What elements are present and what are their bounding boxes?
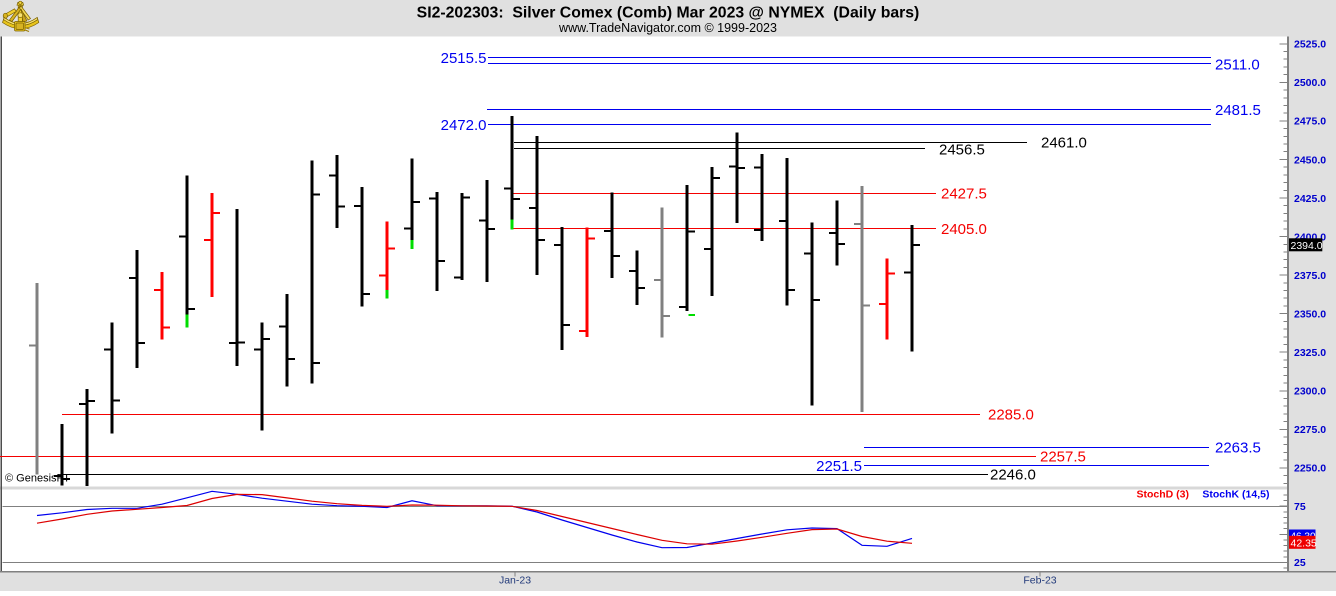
svg-text:© GenesisFT: © GenesisFT [5, 473, 70, 485]
svg-text:2500.0: 2500.0 [1294, 77, 1326, 89]
svg-text:2475.0: 2475.0 [1294, 116, 1326, 128]
svg-text:2275.0: 2275.0 [1294, 424, 1326, 436]
svg-text:2263.5: 2263.5 [1215, 440, 1261, 457]
svg-text:Jan-23: Jan-23 [499, 575, 531, 587]
svg-text:www.TradeNavigator.com © 1999-: www.TradeNavigator.com © 1999-2023 [558, 21, 777, 35]
svg-text:2511.0: 2511.0 [1215, 56, 1260, 73]
svg-text:2300.0: 2300.0 [1294, 386, 1326, 398]
svg-text:2461.0: 2461.0 [1041, 135, 1087, 152]
svg-text:2394.0: 2394.0 [1291, 240, 1323, 252]
svg-text:2350.0: 2350.0 [1294, 308, 1326, 320]
svg-text:2325.0: 2325.0 [1294, 347, 1326, 359]
svg-text:Feb-23: Feb-23 [1023, 575, 1056, 587]
svg-text:2525.0: 2525.0 [1294, 39, 1326, 51]
svg-text:2375.0: 2375.0 [1294, 270, 1326, 282]
svg-text:2250.0: 2250.0 [1294, 463, 1326, 475]
svg-text:2427.5: 2427.5 [941, 186, 987, 203]
svg-text:StochK (14,5): StochK (14,5) [1202, 489, 1269, 501]
svg-text:25: 25 [1294, 557, 1306, 569]
svg-text:2405.0: 2405.0 [941, 221, 987, 238]
svg-text:2425.0: 2425.0 [1294, 193, 1326, 205]
svg-text:2450.0: 2450.0 [1294, 154, 1326, 166]
svg-text:2246.0: 2246.0 [990, 467, 1036, 484]
svg-text:2481.5: 2481.5 [1215, 102, 1261, 119]
svg-text:2472.0: 2472.0 [441, 117, 487, 134]
svg-text:SI2-202303: Silver Comex (Com: SI2-202303: Silver Comex (Comb) Mar 2023… [417, 5, 920, 22]
svg-text:2251.5: 2251.5 [816, 458, 862, 475]
svg-text:2515.5: 2515.5 [441, 50, 487, 67]
svg-text:2257.5: 2257.5 [1040, 449, 1086, 466]
svg-text:75: 75 [1294, 501, 1306, 513]
svg-text:2285.0: 2285.0 [988, 406, 1034, 423]
svg-text:StochD (3): StochD (3) [1137, 489, 1190, 501]
svg-text:42.35: 42.35 [1291, 537, 1317, 549]
svg-text:2456.5: 2456.5 [939, 141, 985, 158]
